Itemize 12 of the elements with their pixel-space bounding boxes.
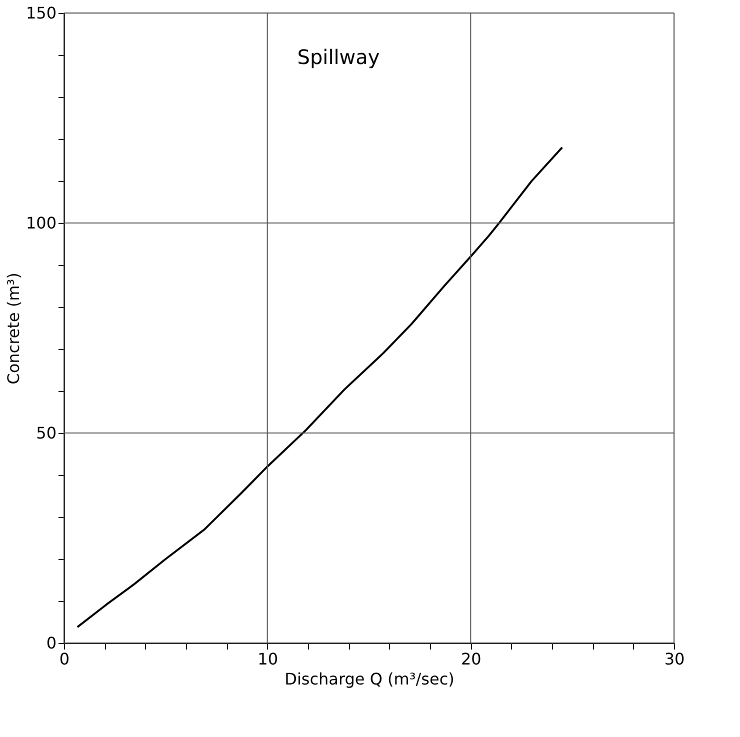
text: Spillway (297, 45, 380, 69)
x-tick-label: 30 (664, 650, 685, 668)
y-axis-title: Concrete (m³) (4, 272, 23, 384)
y-tick-label: 150 (26, 4, 56, 22)
x-tick-label: 10 (258, 650, 278, 668)
line-series (76, 146, 564, 628)
y-tick-label: 100 (26, 214, 56, 232)
x-tick-label: 0 (59, 650, 70, 668)
y-tick-label: 0 (46, 634, 56, 652)
x-axis-title: Discharge Q (m³/sec) (284, 670, 454, 688)
y-tick-label: 50 (36, 424, 56, 442)
x-tick-label: 20 (460, 650, 482, 668)
